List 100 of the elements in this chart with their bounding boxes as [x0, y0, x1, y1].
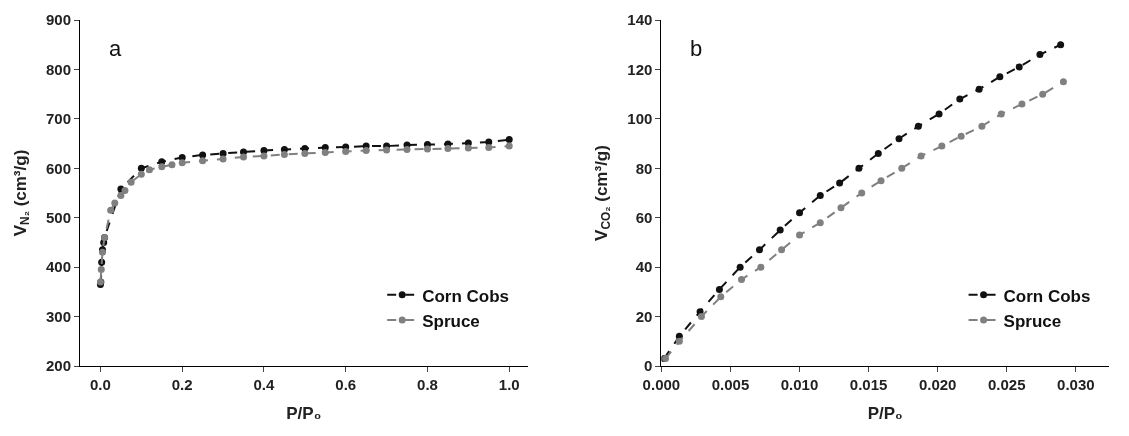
point	[505, 142, 513, 150]
point	[895, 135, 903, 143]
point	[675, 337, 683, 345]
point	[1059, 78, 1067, 86]
point	[697, 313, 705, 321]
point	[464, 144, 472, 152]
y-tick-label: 600	[45, 159, 71, 177]
point	[321, 148, 329, 156]
point	[996, 73, 1004, 81]
point	[1036, 51, 1044, 59]
point	[738, 276, 746, 283]
y-tick-label: 300	[45, 307, 71, 325]
x-tick-label: 0.025	[987, 376, 1026, 393]
point	[935, 110, 943, 118]
point	[997, 110, 1005, 118]
point	[260, 152, 268, 160]
annotation: b	[690, 36, 703, 61]
point	[137, 170, 145, 178]
y-tick-label: 500	[45, 208, 71, 226]
point	[877, 177, 885, 185]
y-tick-label: 200	[45, 357, 71, 375]
point	[717, 293, 725, 301]
point	[158, 163, 166, 171]
point	[914, 122, 922, 130]
point	[938, 142, 946, 150]
point	[836, 179, 844, 187]
point	[917, 152, 925, 160]
point	[858, 189, 866, 197]
point	[1015, 63, 1023, 71]
legend-label: Spruce	[1003, 311, 1062, 331]
point	[137, 164, 145, 172]
y-tick-label: 80	[635, 159, 653, 177]
point	[757, 263, 765, 271]
point	[1018, 100, 1026, 108]
x-tick-label: 0.015	[849, 376, 888, 393]
point	[715, 285, 723, 293]
point	[97, 266, 105, 274]
point	[1039, 90, 1047, 98]
point	[1057, 41, 1065, 49]
point	[444, 145, 452, 153]
point	[855, 164, 863, 172]
y-tick-label: 40	[635, 258, 653, 276]
y-tick-label: 20	[635, 307, 653, 325]
annotation: a	[109, 36, 122, 61]
point	[898, 164, 906, 172]
point	[107, 206, 115, 214]
x-tick-label: 0.6	[335, 376, 357, 393]
point	[736, 263, 744, 271]
point	[423, 145, 431, 153]
point	[816, 219, 824, 227]
point	[816, 191, 824, 199]
point	[403, 146, 411, 153]
point	[199, 157, 207, 165]
x-tick-label: 0.8	[417, 376, 438, 393]
x-tick-label: 0.030	[1057, 376, 1095, 393]
y-tick-label: 100	[627, 110, 653, 128]
x-tick-label: 0.4	[253, 376, 276, 393]
point	[505, 136, 513, 144]
point	[199, 151, 207, 159]
point	[956, 95, 964, 103]
x-tick-label: 0.2	[171, 376, 193, 393]
x-tick-label: 0.010	[780, 376, 819, 393]
point	[796, 231, 804, 239]
y-tick-label: 120	[627, 60, 653, 78]
x-tick-label: 0.020	[918, 376, 957, 393]
legend-label: Spruce	[422, 311, 480, 331]
point	[975, 85, 983, 93]
point	[121, 187, 129, 195]
point	[168, 161, 176, 169]
point	[145, 166, 153, 174]
y-tick-label: 60	[635, 208, 653, 226]
point	[755, 246, 763, 254]
point	[837, 204, 845, 212]
point	[796, 209, 804, 217]
point	[111, 199, 119, 207]
x-axis-title: P/P₀	[286, 404, 322, 424]
x-tick-label: 0.000	[642, 376, 681, 393]
y-tick-label: 900	[45, 11, 71, 29]
point	[362, 146, 370, 154]
point	[485, 144, 493, 152]
point	[776, 226, 784, 234]
y-tick-label: 140	[627, 11, 653, 29]
point	[874, 149, 882, 157]
y-tick-label: 400	[45, 258, 71, 276]
x-tick-label: 1.0	[498, 376, 520, 393]
point	[280, 150, 288, 158]
y-tick-label: 700	[45, 110, 71, 128]
point	[301, 149, 309, 157]
x-axis-title: P/P₀	[867, 404, 903, 424]
point	[957, 132, 965, 140]
point	[342, 147, 350, 155]
point	[117, 191, 125, 199]
point	[240, 153, 248, 161]
legend-label: Corn Cobs	[422, 286, 510, 306]
point	[219, 155, 227, 163]
y-tick-label: 0	[644, 357, 653, 375]
point	[778, 246, 786, 254]
x-tick-label: 0.0	[90, 376, 111, 393]
x-tick-label: 0.005	[711, 376, 750, 393]
y-tick-label: 800	[45, 60, 71, 78]
